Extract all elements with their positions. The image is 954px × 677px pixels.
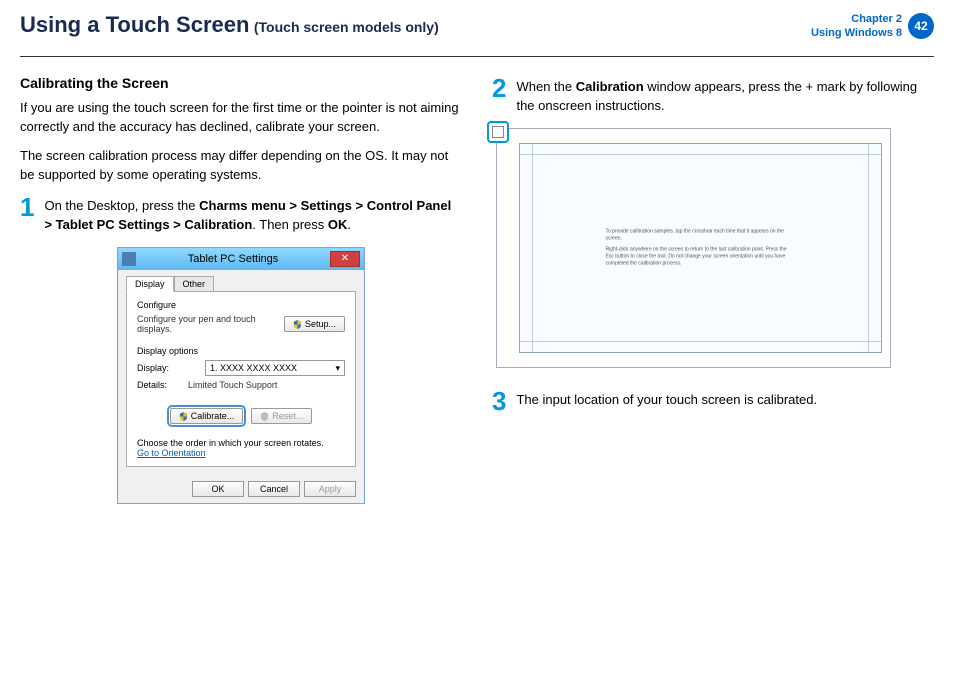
chapter-line1: Chapter 2 xyxy=(811,12,902,26)
intro-paragraph-2: The screen calibration process may diffe… xyxy=(20,147,462,185)
step-1-text: On the Desktop, press the Charms menu > … xyxy=(44,194,462,235)
calibration-screenshot: To provide calibration samples, tap the … xyxy=(496,128,891,368)
header-right: Chapter 2 Using Windows 8 42 xyxy=(811,12,934,41)
configure-desc: Configure your pen and touch displays. xyxy=(137,314,257,334)
dialog-body: Display Other Configure Configure your p… xyxy=(118,270,364,475)
page-number-badge: 42 xyxy=(908,13,934,39)
step-3-number: 3 xyxy=(492,388,506,414)
reset-button[interactable]: Reset... xyxy=(251,408,312,424)
details-row: Details: Limited Touch Support xyxy=(137,380,345,390)
page-header: Using a Touch Screen (Touch screen model… xyxy=(0,0,954,52)
apply-button[interactable]: Apply xyxy=(304,481,356,497)
step-1: 1 On the Desktop, press the Charms menu … xyxy=(20,194,462,235)
shield-icon xyxy=(179,412,188,421)
grid-line xyxy=(868,144,869,352)
step-2-text: When the Calibration window appears, pre… xyxy=(516,75,934,116)
display-select[interactable]: 1. XXXX XXXX XXXX ▾ xyxy=(205,360,345,376)
step-3: 3 The input location of your touch scree… xyxy=(492,388,934,414)
calibrate-row: Calibrate... Reset... xyxy=(137,408,345,424)
tab-display[interactable]: Display xyxy=(126,276,174,292)
title-sub: (Touch screen models only) xyxy=(254,19,439,35)
display-row: Display: 1. XXXX XXXX XXXX ▾ xyxy=(137,360,345,376)
display-label: Display: xyxy=(137,363,182,373)
page-title: Using a Touch Screen (Touch screen model… xyxy=(20,12,439,38)
calibration-instruction-text: To provide calibration samples, tap the … xyxy=(606,228,796,267)
close-button[interactable]: ✕ xyxy=(330,251,360,267)
tab-panel: Configure Configure your pen and touch d… xyxy=(126,291,356,467)
step-3-text: The input location of your touch screen … xyxy=(516,388,817,414)
right-column: 2 When the Calibration window appears, p… xyxy=(492,75,934,504)
tab-other[interactable]: Other xyxy=(174,276,215,292)
dialog-footer: OK Cancel Apply xyxy=(118,475,364,503)
dialog-tabs: Display Other xyxy=(126,276,356,292)
configure-label: Configure xyxy=(137,300,345,310)
chevron-down-icon: ▾ xyxy=(335,363,340,374)
configure-row: Configure your pen and touch displays. S… xyxy=(137,314,345,334)
section-heading: Calibrating the Screen xyxy=(20,75,462,91)
grid-line xyxy=(520,154,881,155)
setup-button[interactable]: Setup... xyxy=(284,316,345,332)
grid-line xyxy=(532,144,533,352)
ok-button[interactable]: OK xyxy=(192,481,244,497)
grid-line xyxy=(520,341,881,342)
tablet-pc-settings-dialog: Tablet PC Settings ✕ Display Other Confi… xyxy=(117,247,365,504)
orientation-link[interactable]: Go to Orientation xyxy=(137,448,345,458)
display-options-label: Display options xyxy=(137,346,345,356)
calibration-inner: To provide calibration samples, tap the … xyxy=(519,143,882,353)
step-2: 2 When the Calibration window appears, p… xyxy=(492,75,934,116)
cancel-button[interactable]: Cancel xyxy=(248,481,300,497)
step-1-number: 1 xyxy=(20,194,34,235)
left-column: Calibrating the Screen If you are using … xyxy=(20,75,462,504)
dialog-titlebar: Tablet PC Settings ✕ xyxy=(118,248,364,270)
calibration-target-inner xyxy=(492,126,504,138)
shield-icon xyxy=(293,320,302,329)
calibration-target-icon xyxy=(487,121,509,143)
details-value: Limited Touch Support xyxy=(182,380,345,390)
chapter-info: Chapter 2 Using Windows 8 xyxy=(811,12,902,41)
details-label: Details: xyxy=(137,380,182,390)
intro-paragraph-1: If you are using the touch screen for th… xyxy=(20,99,462,137)
content-area: Calibrating the Screen If you are using … xyxy=(0,57,954,504)
dialog-title: Tablet PC Settings xyxy=(136,253,330,265)
dialog-icon xyxy=(122,252,136,266)
calibrate-button[interactable]: Calibrate... xyxy=(170,408,244,424)
chapter-line2: Using Windows 8 xyxy=(811,26,902,40)
step-2-number: 2 xyxy=(492,75,506,116)
title-main: Using a Touch Screen xyxy=(20,12,249,37)
rotate-text: Choose the order in which your screen ro… xyxy=(137,438,345,448)
shield-icon xyxy=(260,412,269,421)
